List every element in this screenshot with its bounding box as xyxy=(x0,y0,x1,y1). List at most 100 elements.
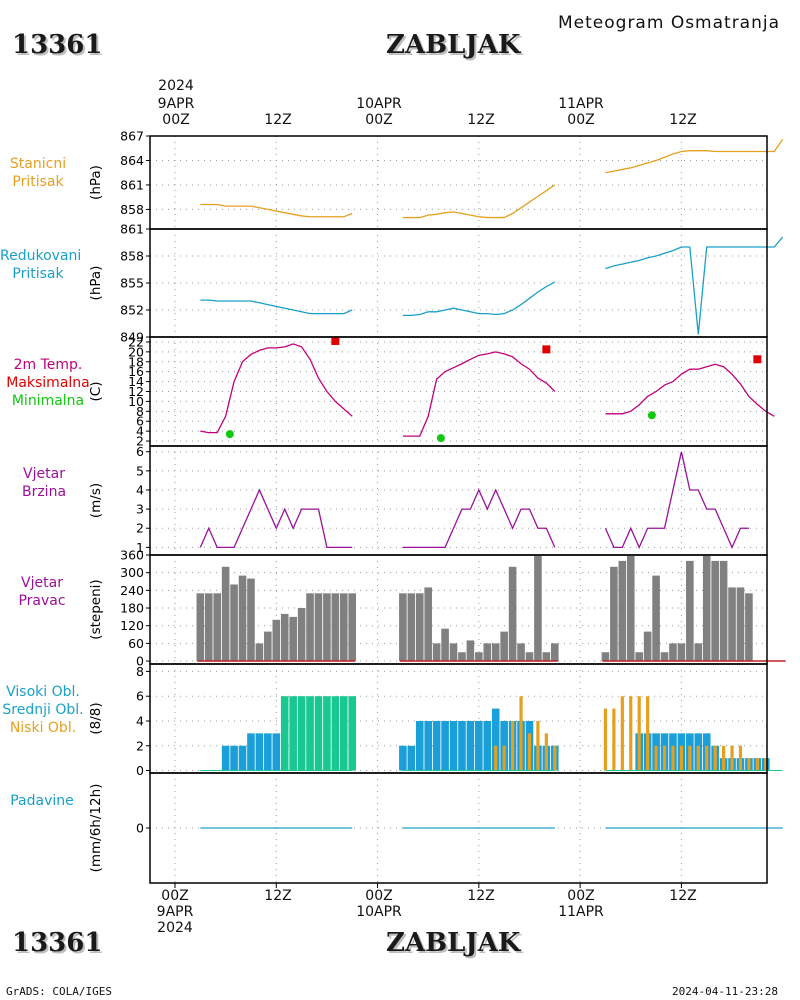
series-line xyxy=(199,488,353,549)
y-tick-label: 6 xyxy=(136,444,144,459)
wspd-label-1: Brzina xyxy=(21,484,67,500)
unit-label: (C) xyxy=(88,382,104,402)
top-date-4: 11APR xyxy=(558,96,604,112)
top-time-label-0: 9APR 00Z xyxy=(146,96,206,128)
panel-frame xyxy=(149,445,768,556)
y-tick-label: 4 xyxy=(136,713,144,728)
cloud-label-2: Niski Obl. xyxy=(9,720,77,736)
y-tick-label: 0 xyxy=(136,763,144,778)
top-time-label-3: 12Z xyxy=(451,112,511,128)
wind-dir-bar xyxy=(694,643,703,662)
cloud-bar xyxy=(603,708,608,771)
cloud-bar xyxy=(527,733,532,771)
cloud-bar xyxy=(340,696,348,771)
wind-dir-bar xyxy=(331,593,340,662)
y-tick-label: 2 xyxy=(136,738,144,753)
wind-dir-bar xyxy=(221,566,230,662)
bottom-date-4: 11APR xyxy=(558,904,604,920)
cloud-bar xyxy=(738,745,743,771)
panel-frame xyxy=(149,135,768,230)
panel-label-mslp: Redukovani Pritisak xyxy=(0,247,81,283)
cloud-bar xyxy=(671,745,675,771)
wind-dir-bar xyxy=(711,560,719,662)
series-line xyxy=(402,184,556,219)
station-id-top: 13361 xyxy=(12,30,103,60)
max-temp-marker xyxy=(331,336,340,345)
top-date-2: 10APR xyxy=(356,96,402,112)
pressure-label-0: Stanicni xyxy=(9,156,67,172)
cloud-bar xyxy=(483,720,492,771)
wind-dir-bar xyxy=(323,593,331,662)
y-tick-label: 8 xyxy=(136,664,144,679)
series-line xyxy=(605,138,784,174)
cloud-bar xyxy=(289,696,297,771)
top-hour-5: 12Z xyxy=(669,112,697,128)
y-tick-label: 360 xyxy=(120,548,144,563)
temp-label-2: Minimalna xyxy=(11,393,85,409)
cloud-bar xyxy=(221,745,230,771)
cloud-bar xyxy=(713,745,717,771)
y-tick-label: 4 xyxy=(136,424,144,439)
cloud-bar xyxy=(519,696,523,771)
top-year-label: 2024 xyxy=(158,78,194,94)
wind-dir-bar xyxy=(669,643,677,662)
top-hour-2: 00Z xyxy=(365,112,393,128)
wind-dir-bar xyxy=(264,631,272,662)
cloud-bar xyxy=(475,720,483,771)
wind-dir-bar xyxy=(289,616,297,662)
wind-dir-bar xyxy=(500,631,508,662)
panel-5: 0 2 4 6 8 (8/8) xyxy=(88,663,783,778)
cloud-bar xyxy=(553,745,557,771)
unit-label: (mm/6h/12h) xyxy=(88,784,104,873)
unit-label: (8/8) xyxy=(88,702,104,734)
min-temp-marker xyxy=(647,411,656,420)
bottom-time-label-2: 00Z 10APR xyxy=(343,888,415,920)
cloud-bar xyxy=(502,745,506,771)
bottom-time-label-3: 12Z xyxy=(445,888,517,904)
wind-dir-bar xyxy=(432,643,441,662)
cloud-bar xyxy=(306,696,314,771)
y-tick-label: 5 xyxy=(136,463,144,478)
unit-label: (stepeni) xyxy=(88,579,104,639)
y-tick-label: 864 xyxy=(120,153,144,168)
cloud-bar xyxy=(238,745,247,771)
panel-1: 849 852 855 858 861 (hPa) xyxy=(88,222,784,345)
wind-dir-bar xyxy=(314,593,323,662)
y-tick-label: 0 xyxy=(136,654,144,669)
wind-dir-bar xyxy=(272,619,281,662)
panel-label-wspd: Vjetar Brzina xyxy=(0,465,88,501)
cloud-bar xyxy=(629,696,633,771)
mslp-label-1: Pritisak xyxy=(12,266,64,282)
bottom-time-label-4: 00Z 11APR xyxy=(545,888,617,920)
y-tick-label: 861 xyxy=(120,222,144,237)
bottom-hour-0: 00Z xyxy=(161,888,189,904)
cloud-bar xyxy=(348,696,357,771)
top-hour-4: 00Z xyxy=(567,112,595,128)
y-tick-label: 3 xyxy=(136,502,144,517)
wind-dir-bar xyxy=(255,643,264,662)
y-tick-label: 20 xyxy=(128,344,144,359)
cloud-bar xyxy=(755,758,759,771)
wind-dir-bar xyxy=(230,584,238,662)
top-hour-1: 12Z xyxy=(264,112,292,128)
wdir-label-0: Vjetar xyxy=(21,575,63,591)
station-id-bottom: 13361 xyxy=(12,928,103,958)
wind-dir-bar xyxy=(728,587,736,662)
y-tick-label: 16 xyxy=(128,364,144,379)
y-tick-label: 300 xyxy=(120,565,144,580)
y-tick-label: 6 xyxy=(136,689,144,704)
wind-dir-bar xyxy=(551,643,559,662)
top-time-label-1: 12Z xyxy=(248,112,308,128)
cloud-bar xyxy=(255,733,264,771)
min-temp-marker xyxy=(436,434,445,443)
wind-dir-bar xyxy=(238,575,247,662)
y-tick-label: 852 xyxy=(120,303,144,318)
series-line xyxy=(402,351,556,437)
y-tick-label: 858 xyxy=(120,202,144,217)
panel-label-wdir: Vjetar Pravac xyxy=(0,574,84,610)
series-line xyxy=(402,281,556,317)
wind-dir-bar xyxy=(340,593,348,662)
wind-dir-bar xyxy=(247,578,255,662)
wind-dir-bar xyxy=(306,593,314,662)
